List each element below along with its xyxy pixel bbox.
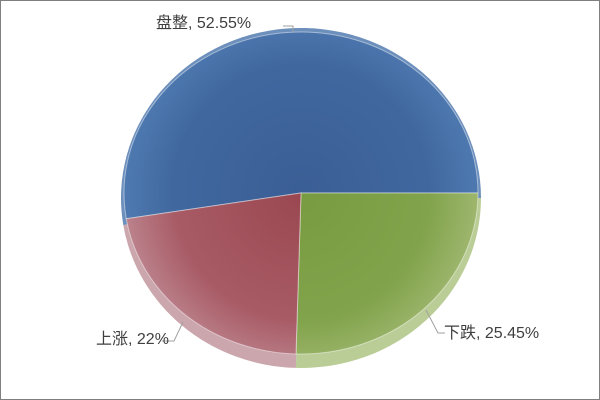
pie-slice-2 [125,192,302,355]
slice-label-xiadie: 下跌, 25.45% [444,325,540,342]
slice-label-shangzhang: 上涨, 22% [96,331,169,348]
callout-line-shangzhang [162,321,184,342]
pie-slice-1 [295,192,479,355]
pie-slice-0 [123,31,479,220]
slice-label-panzheng: 盘整, 52.55% [156,15,252,32]
pie-slices [123,31,479,355]
callout-line-panzheng [283,25,294,32]
callout-line-xiadie [425,309,445,334]
callout-lines [162,25,445,342]
